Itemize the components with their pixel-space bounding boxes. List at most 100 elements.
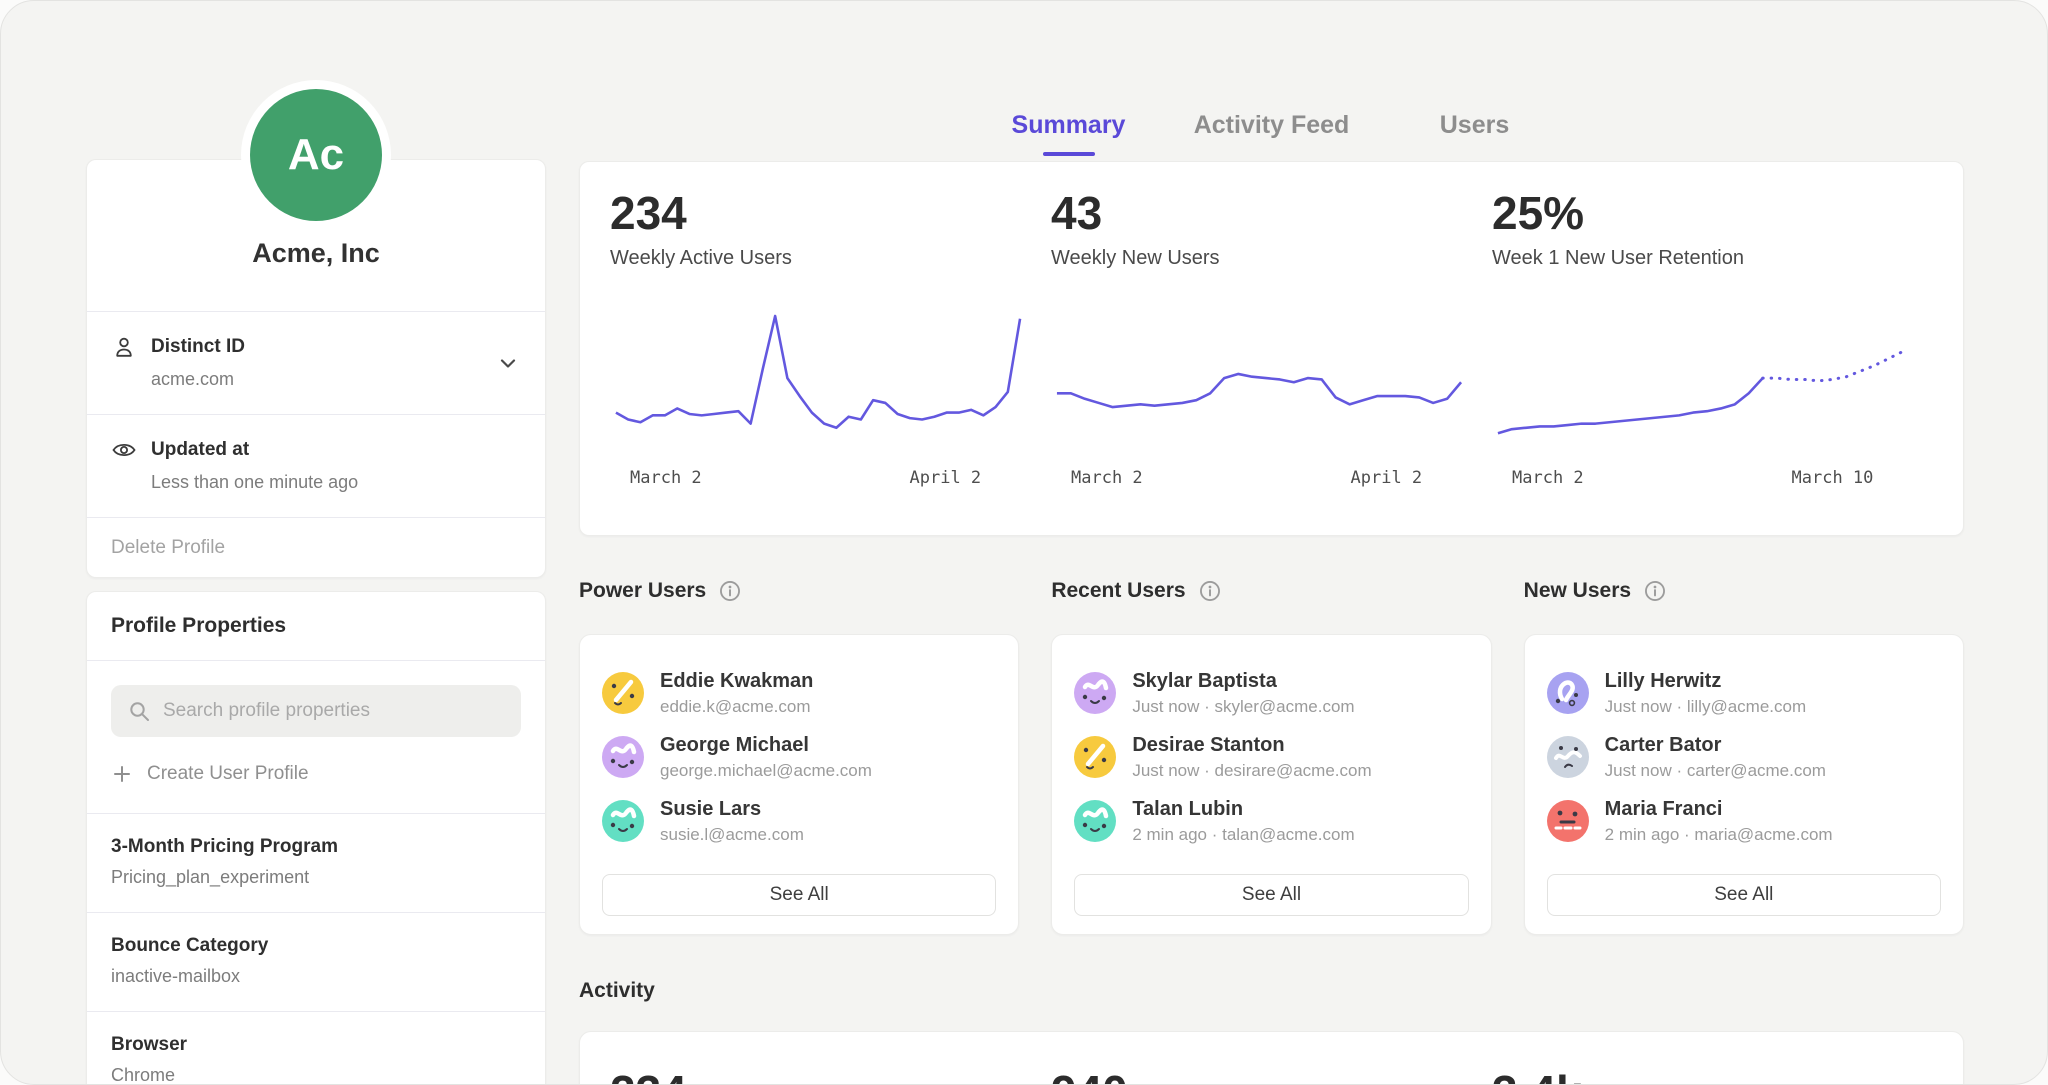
squiggle-face-icon — [1083, 679, 1109, 704]
user-row[interactable]: Lilly Herwitz Just now · lilly@acme.com — [1546, 661, 1941, 725]
user-row[interactable]: Maria Franci 2 min ago · maria@acme.com — [1546, 789, 1941, 853]
property-name: 3-Month Pricing Program — [111, 836, 338, 857]
avatar — [1074, 800, 1117, 842]
activity-stat: 940 — [1051, 1067, 1492, 1084]
divider — [87, 311, 545, 312]
profile-properties-card: Profile Properties Create User Profile — [86, 591, 546, 1085]
recent-users-section: Recent Users Skylar Baptista — [1051, 579, 1492, 935]
user-row[interactable]: George Michael george.michael@acme.com — [602, 725, 996, 789]
tab-activity-feed[interactable]: Activity Feed — [1170, 111, 1373, 156]
loop-face-icon — [1555, 680, 1578, 707]
divider — [87, 660, 545, 661]
see-all-button[interactable]: See All — [1546, 874, 1941, 916]
user-meta: 2 min ago · maria@acme.com — [1604, 824, 1833, 844]
weekly-active-users-chart — [615, 314, 1022, 429]
search-profile-properties[interactable] — [111, 685, 521, 737]
avatar — [1546, 672, 1589, 714]
user-meta: george.michael@acme.com — [660, 760, 872, 780]
avatar — [1074, 736, 1117, 778]
user-row[interactable]: Talan Lubin 2 min ago · talan@acme.com — [1074, 789, 1468, 853]
user-name: Carter Bator — [1604, 733, 1722, 756]
x-axis: March 2 April 2 — [1051, 468, 1467, 492]
user-meta: susie.l@acme.com — [660, 824, 804, 844]
field-value: Less than one minute ago — [151, 472, 359, 492]
create-user-profile-button[interactable]: Create User Profile — [111, 763, 521, 785]
user-row[interactable]: Skylar Baptista Just now · skyler@acme.c… — [1074, 661, 1468, 725]
user-row[interactable]: Desirae Stanton Just now · desirare@acme… — [1074, 725, 1468, 789]
info-icon[interactable] — [1198, 579, 1222, 603]
x-axis: March 2 March 10 — [1492, 468, 1908, 492]
create-user-profile-label: Create User Profile — [147, 763, 309, 784]
field-label: Distinct ID — [151, 336, 245, 357]
user-meta: Just now · desirare@acme.com — [1132, 760, 1372, 780]
section-title: Power Users — [579, 579, 707, 602]
person-icon — [111, 334, 137, 360]
squiggle-face-icon — [1083, 807, 1109, 832]
tab-label: Summary — [1011, 111, 1126, 139]
week1-retention-chart — [1497, 349, 1904, 435]
avatar — [1074, 672, 1117, 714]
profile-properties-title: Profile Properties — [111, 614, 287, 637]
weekly-new-users-chart — [1056, 372, 1463, 408]
user-name: Desirae Stanton — [1132, 733, 1285, 756]
active-tab-underline — [1042, 152, 1095, 156]
tab-users[interactable]: Users — [1373, 111, 1576, 156]
user-meta: Just now · skyler@acme.com — [1132, 696, 1355, 716]
user-row[interactable]: Carter Bator Just now · carter@acme.com — [1546, 725, 1941, 789]
tab-label: Activity Feed — [1193, 111, 1350, 139]
avatar — [602, 736, 644, 778]
delete-profile-button[interactable]: Delete Profile — [87, 517, 545, 577]
dash-face-icon — [1554, 810, 1582, 830]
company-profile-card: Ac Acme, Inc Distinct ID acme.com — [86, 80, 546, 578]
property-row[interactable]: 3-Month Pricing Program Pricing_plan_exp… — [87, 813, 545, 912]
search-profile-properties-input[interactable] — [163, 700, 505, 722]
tab-summary[interactable]: Summary — [967, 111, 1170, 156]
new-users-card: Lilly Herwitz Just now · lilly@acme.com … — [1523, 634, 1964, 935]
info-icon[interactable] — [718, 579, 742, 603]
stat-label: Weekly Active Users — [610, 246, 792, 269]
x-axis-label: March 2 — [1071, 467, 1143, 488]
field-value: acme.com — [151, 369, 235, 389]
see-all-button[interactable]: See All — [602, 874, 997, 916]
user-sections: Power Users Eddie Kwakman ed — [579, 579, 1964, 935]
see-all-button[interactable]: See All — [1074, 874, 1469, 916]
user-row[interactable]: Susie Lars susie.l@acme.com — [602, 789, 996, 853]
x-axis-label: March 2 — [630, 467, 702, 488]
profile-tabs: Summary Activity Feed Users — [579, 111, 1964, 156]
updated-at-row: Updated at Less than one minute ago — [87, 415, 545, 517]
company-name: Acme, Inc — [252, 238, 380, 268]
user-meta: Just now · carter@acme.com — [1604, 760, 1826, 780]
avatar — [1546, 736, 1589, 778]
property-value: Chrome — [111, 1065, 176, 1085]
x-axis: March 2 April 2 — [610, 468, 1026, 492]
company-avatar: Ac — [241, 80, 391, 230]
property-value: inactive-mailbox — [111, 966, 241, 986]
user-name: Skylar Baptista — [1132, 669, 1277, 692]
stat-weekly-new-users: 43 Weekly New Users March 2 April 2 — [1051, 188, 1492, 521]
property-row[interactable]: Bounce Category inactive-mailbox — [87, 912, 545, 1011]
plus-icon — [111, 763, 133, 785]
user-name: Eddie Kwakman — [660, 669, 814, 692]
distinct-id-row[interactable]: Distinct ID acme.com — [87, 312, 545, 414]
wink-face-icon — [1084, 743, 1107, 770]
property-row[interactable]: Browser Chrome — [87, 1011, 545, 1085]
avatar — [1546, 800, 1589, 842]
user-row[interactable]: Eddie Kwakman eddie.k@acme.com — [602, 661, 996, 725]
power-users-card: Eddie Kwakman eddie.k@acme.com George Mi… — [579, 634, 1020, 935]
new-users-section: New Users Lilly Herwitz Just — [1523, 579, 1964, 935]
field-label: Updated at — [151, 439, 250, 460]
x-axis-label: April 2 — [1350, 467, 1423, 488]
activity-stat: 234 — [610, 1067, 1051, 1084]
property-value: Pricing_plan_experiment — [111, 867, 310, 887]
company-initials: Ac — [287, 130, 345, 179]
activity-card: 234 940 3.4k — [579, 1031, 1964, 1084]
chevron-down-icon[interactable] — [495, 350, 521, 376]
eye-icon — [111, 437, 137, 463]
property-name: Browser — [111, 1034, 188, 1055]
property-name: Bounce Category — [111, 935, 269, 956]
squiggle-face-icon — [610, 807, 637, 832]
info-icon[interactable] — [1643, 579, 1667, 603]
stat-week1-retention: 25% Week 1 New User Retention March 2 Ma… — [1492, 188, 1933, 521]
user-name: Susie Lars — [660, 797, 762, 820]
